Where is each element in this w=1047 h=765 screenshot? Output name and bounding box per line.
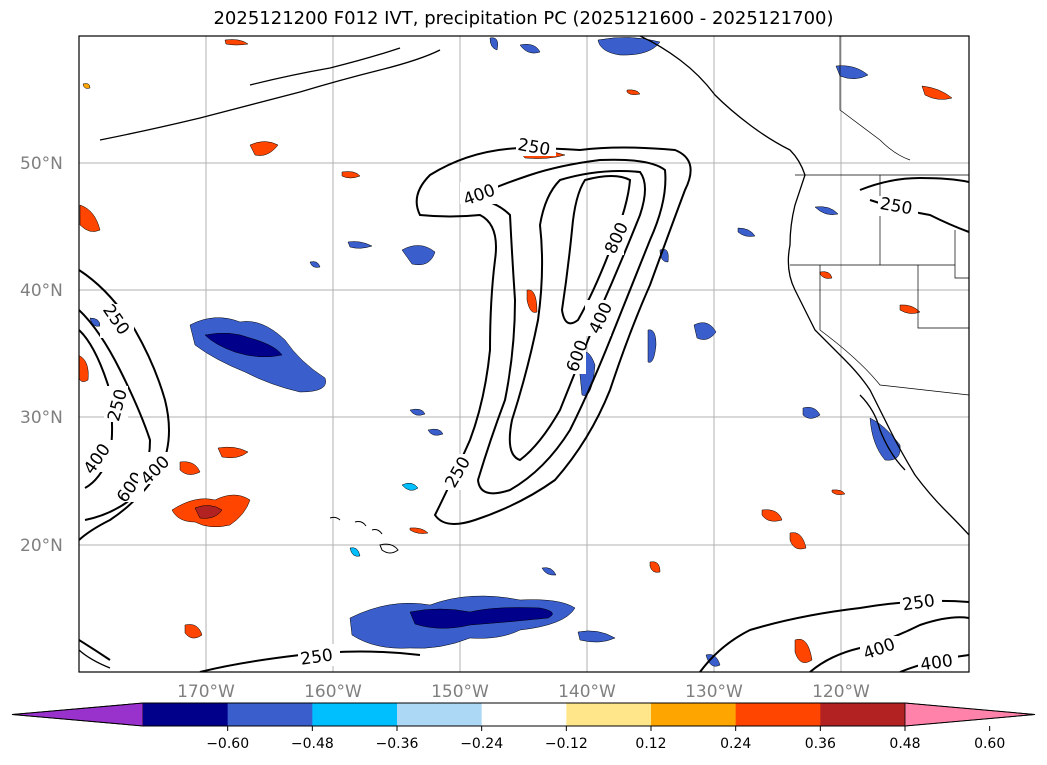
colorbar-segment bbox=[481, 703, 567, 726]
colorbar-tick-label: −0.48 bbox=[291, 736, 334, 752]
colorbar-extend-right bbox=[904, 702, 1036, 727]
colorbar-segment bbox=[820, 703, 906, 726]
lon-label-160w: 160°W bbox=[304, 682, 362, 702]
ivt-contour-400-west bbox=[79, 309, 152, 521]
colorbar-tick-label: −0.60 bbox=[206, 736, 249, 752]
lon-label-150w: 150°W bbox=[431, 682, 489, 702]
colorbar-tick-label: 0.12 bbox=[635, 736, 666, 752]
colorbar-tick-label: 0.24 bbox=[720, 736, 751, 752]
map-title: 2025121200 F012 IVT, precipitation PC (2… bbox=[213, 8, 834, 29]
colorbar-segment bbox=[735, 703, 821, 726]
lat-label-40n: 40°N bbox=[20, 281, 63, 301]
colorbar-tick-label: 0.60 bbox=[974, 736, 1005, 752]
coastlines bbox=[79, 36, 969, 669]
colorbar-segment bbox=[397, 703, 483, 726]
contour-label: 250 bbox=[299, 645, 334, 669]
latitude-labels: 50°N 40°N 30°N 20°N bbox=[20, 154, 63, 556]
lon-label-140w: 140°W bbox=[558, 682, 616, 702]
colorbar-extend-left bbox=[11, 702, 144, 727]
longitude-labels: 170°W 160°W 150°W 140°W 130°W 120°W bbox=[177, 682, 870, 702]
lat-label-30n: 30°N bbox=[20, 408, 63, 428]
colorbar-segment bbox=[651, 703, 737, 726]
lon-label-120w: 120°W bbox=[812, 682, 870, 702]
colorbar-outline bbox=[11, 702, 1036, 727]
contour-label: 250 bbox=[901, 591, 936, 615]
colorbar-segment bbox=[143, 703, 229, 726]
precip-patches bbox=[79, 37, 953, 667]
colorbar-tick-label: 0.48 bbox=[889, 736, 920, 752]
colorbar-tick-label: −0.24 bbox=[460, 736, 503, 752]
colorbar-tick-label: −0.12 bbox=[545, 736, 588, 752]
map-frame bbox=[78, 35, 970, 673]
colorbar-tick-label: −0.36 bbox=[376, 736, 419, 752]
colorbar bbox=[11, 702, 1036, 727]
colorbar-tick-label: 0.36 bbox=[805, 736, 836, 752]
hawaii-islands bbox=[329, 516, 399, 554]
ivt-contour-800 bbox=[560, 175, 632, 325]
colorbar-segment bbox=[312, 703, 398, 726]
colorbar-segment bbox=[227, 703, 313, 726]
borders bbox=[790, 36, 969, 396]
ivt-contour-600-west bbox=[79, 329, 114, 489]
gridlines bbox=[79, 36, 969, 672]
map-plot-area: 250 400 800 400 600 250 250 250 400 600 … bbox=[79, 36, 969, 675]
lon-label-170w: 170°W bbox=[177, 682, 235, 702]
colorbar-ticks: −0.60 −0.48 −0.36 −0.24 −0.12 0.12 0.24 0.36 0.4… bbox=[206, 726, 1005, 752]
contour-label: 400 bbox=[919, 651, 954, 675]
lat-label-50n: 50°N bbox=[20, 154, 63, 174]
ivt-contour-400 bbox=[469, 158, 667, 495]
ivt-contour-250 bbox=[415, 146, 692, 525]
lat-label-20n: 20°N bbox=[20, 536, 63, 556]
ivt-contour-600 bbox=[508, 170, 646, 462]
colorbar-segment bbox=[566, 703, 652, 726]
lon-label-130w: 130°W bbox=[685, 682, 743, 702]
ivt-contour-250-ne bbox=[859, 176, 969, 191]
